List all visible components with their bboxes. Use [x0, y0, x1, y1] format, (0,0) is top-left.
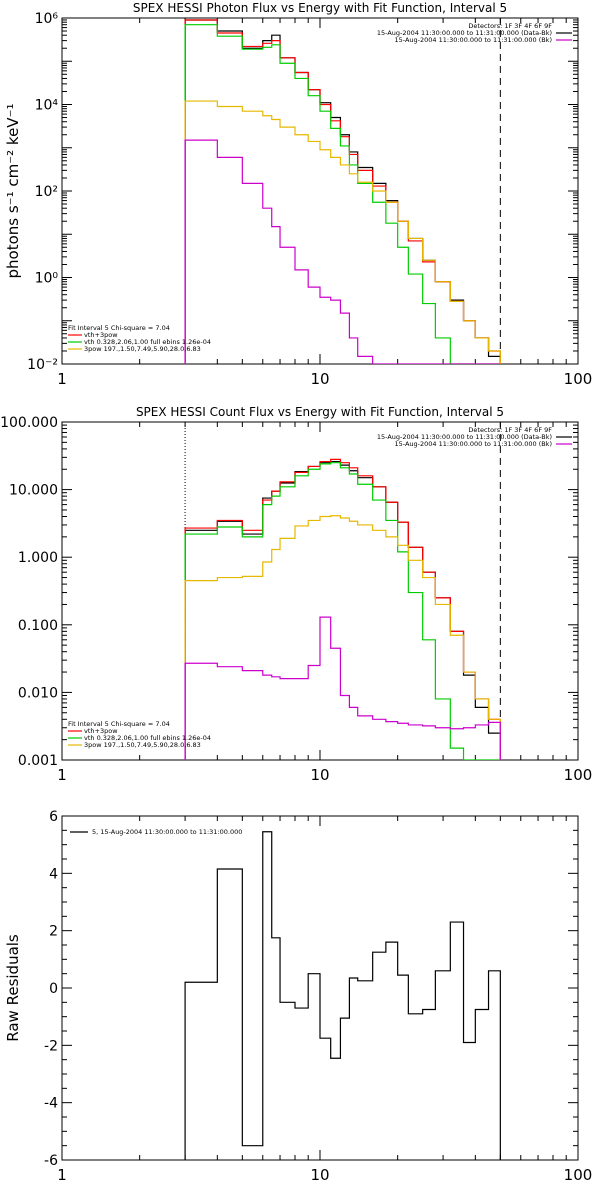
y-tick-label: 0	[49, 981, 58, 997]
series-3pow	[184, 100, 501, 364]
series-bk	[184, 139, 501, 364]
series-bk	[184, 616, 501, 760]
x-ticks	[61, 18, 567, 364]
x-tick-label: 100	[564, 1166, 593, 1184]
y-tick-label: 0.001	[18, 753, 58, 769]
y-tick-label: 10⁰	[35, 271, 59, 287]
series-5-15-aug-2004-11-30-00-000-to-11-31-00-000	[184, 831, 501, 1160]
y-tick-label: 10²	[35, 184, 58, 200]
x-ticks	[61, 816, 567, 1160]
y-ticks	[62, 815, 578, 1161]
panel-3: 1 10 100 -6 -4 -2 0 2 4 6 Raw Residuals 5, 15-Aug-2…	[4, 809, 592, 1184]
series-vth	[184, 462, 501, 760]
y-tick-label: 10⁴	[35, 98, 59, 114]
y-tick-label: 10.000	[9, 483, 58, 499]
y-tick-label: -4	[44, 1096, 58, 1112]
chart-title: SPEX HESSI Count Flux vs Energy with Fit…	[136, 405, 504, 419]
y-tick-label: -6	[44, 1153, 58, 1169]
y-ticks	[62, 421, 578, 761]
legend-bottom-entry: 3pow 197.,1.50,7.49,5.90,28.0,6.83	[84, 741, 201, 749]
legend-bottom-entry: Fit Interval 5 Chi-square = 7.04	[68, 720, 170, 728]
series-3pow	[184, 515, 501, 760]
series-data-bk	[184, 460, 501, 760]
legend-top-entry: Detectors: 1F 3F 4F 6F 9F	[468, 22, 552, 30]
legend-top-entry: Detectors: 1F 3F 4F 6F 9F	[468, 426, 552, 434]
x-tick-label: 10	[310, 766, 329, 784]
y-tick-label: 1.000	[18, 550, 58, 566]
x-tick-label: 100	[564, 766, 593, 784]
y-axis-label: Raw Residuals	[4, 934, 22, 1042]
legend-bottom-entry: vth+3pow	[84, 727, 118, 735]
x-tick-label: 1	[57, 370, 67, 388]
series-vth-3pow	[184, 458, 501, 760]
x-tick-label: 1	[57, 766, 67, 784]
y-tick-label: 100.000	[0, 415, 58, 431]
y-tick-label: 0.100	[18, 618, 58, 634]
y-tick-label: 10⁶	[35, 11, 59, 27]
chart-title: SPEX HESSI Photon Flux vs Energy with Fi…	[133, 1, 507, 15]
legend-top-entry: 5, 15-Aug-2004 11:30:00.000 to 11:31:00.…	[92, 828, 242, 836]
x-tick-label: 10	[310, 1166, 329, 1184]
y-axis-label: photons s⁻¹ cm⁻² keV⁻¹	[4, 104, 22, 279]
x-ticks	[61, 422, 567, 760]
legend-bottom-entry: vth 0.328,2.06,1.00 full ebins 1.26e-04	[84, 338, 211, 346]
legend-top-entry: 15-Aug-2004 11:30:00.000 to 11:31:00.000…	[377, 29, 552, 37]
y-tick-label: 2	[49, 924, 58, 940]
data-layer	[184, 831, 501, 1160]
legend-bottom-entry: Fit Interval 5 Chi-square = 7.04	[68, 324, 170, 332]
legend-bottom-entry: vth 0.328,2.06,1.00 full ebins 1.26e-04	[84, 734, 211, 742]
series-vth-3pow	[184, 19, 501, 364]
y-ticks	[62, 17, 578, 365]
legend-top-entry: 15-Aug-2004 11:30:00.000 to 11:31:00.000…	[377, 433, 552, 441]
panel-1: 1 10 100 10⁻² 10⁰ 10² 10⁴ 10⁶ SPEX HESSI Photon …	[4, 1, 592, 388]
legend-bottom-entry: vth+3pow	[84, 331, 118, 339]
y-tick-label: 6	[49, 809, 58, 825]
legend-top-entry: 15-Aug-2004 11:30:00.000 to 11:31:00.000…	[395, 36, 552, 44]
data-layer	[184, 422, 501, 760]
y-tick-label: -2	[44, 1038, 58, 1054]
y-tick-label: 0.010	[18, 685, 58, 701]
legend-top-entry: 15-Aug-2004 11:30:00.000 to 11:31:00.000…	[395, 440, 552, 448]
panel-2: 1 10 100 0.001 0.010 0.100 1.000 10.000 100.000 S…	[0, 405, 592, 784]
legend-bottom-entry: 3pow 197.,1.50,7.49,5.90,28.0,6.83	[84, 345, 201, 353]
data-layer	[184, 18, 501, 364]
y-tick-label: 4	[49, 866, 58, 882]
x-tick-label: 10	[310, 370, 329, 388]
x-tick-label: 1	[57, 1166, 67, 1184]
y-tick-label: 10⁻²	[27, 357, 58, 373]
series-data-bk	[184, 19, 501, 364]
x-tick-label: 100	[564, 370, 593, 388]
series-vth	[184, 24, 501, 364]
